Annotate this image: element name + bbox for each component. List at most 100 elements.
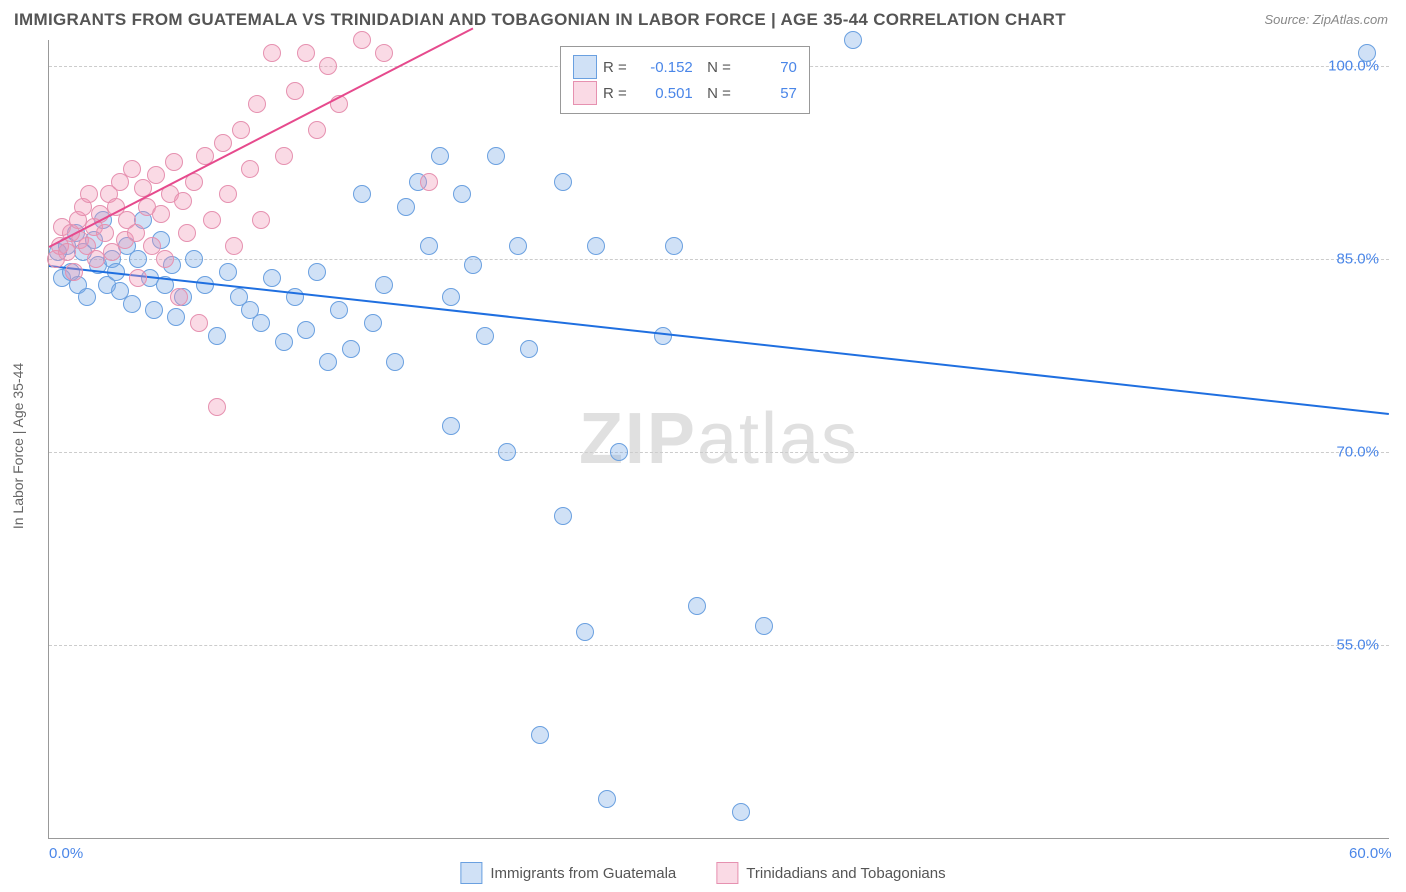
legend-swatch-icon	[573, 55, 597, 79]
scatter-point-blue	[610, 443, 628, 461]
scatter-point-blue	[297, 321, 315, 339]
scatter-point-blue	[420, 237, 438, 255]
scatter-point-blue	[167, 308, 185, 326]
scatter-point-pink	[286, 82, 304, 100]
scatter-point-pink	[225, 237, 243, 255]
scatter-point-blue	[330, 301, 348, 319]
series-legend-item: Trinidadians and Tobagonians	[716, 862, 945, 884]
scatter-point-pink	[80, 185, 98, 203]
scatter-point-pink	[165, 153, 183, 171]
scatter-point-blue	[319, 353, 337, 371]
scatter-point-pink	[203, 211, 221, 229]
scatter-point-pink	[178, 224, 196, 242]
chart-title: IMMIGRANTS FROM GUATEMALA VS TRINIDADIAN…	[14, 10, 1066, 30]
legend-r-label: R =	[603, 85, 627, 102]
watermark-text: ZIPatlas	[579, 398, 859, 480]
scatter-point-blue	[123, 295, 141, 313]
scatter-point-blue	[688, 597, 706, 615]
scatter-point-pink	[375, 44, 393, 62]
series-legend-label: Trinidadians and Tobagonians	[746, 865, 945, 882]
scatter-point-blue	[576, 623, 594, 641]
scatter-point-pink	[214, 134, 232, 152]
scatter-point-blue	[442, 288, 460, 306]
scatter-point-pink	[232, 121, 250, 139]
scatter-point-blue	[263, 269, 281, 287]
scatter-point-pink	[208, 398, 226, 416]
y-tick-label: 70.0%	[1336, 443, 1379, 460]
scatter-point-blue	[353, 185, 371, 203]
correlation-legend: R =-0.152 N =70R =0.501 N =57	[560, 46, 810, 114]
scatter-point-pink	[127, 224, 145, 242]
scatter-point-blue	[252, 314, 270, 332]
scatter-point-blue	[498, 443, 516, 461]
scatter-point-blue	[1358, 44, 1376, 62]
scatter-point-blue	[476, 327, 494, 345]
scatter-point-blue	[487, 147, 505, 165]
scatter-point-blue	[598, 790, 616, 808]
scatter-point-pink	[420, 173, 438, 191]
scatter-point-pink	[275, 147, 293, 165]
y-tick-label: 55.0%	[1336, 636, 1379, 653]
legend-n-value: 57	[741, 85, 797, 102]
legend-n-value: 70	[741, 59, 797, 76]
scatter-point-blue	[587, 237, 605, 255]
scatter-point-blue	[442, 417, 460, 435]
legend-swatch-icon	[716, 862, 738, 884]
gridline	[49, 259, 1389, 260]
legend-r-label: R =	[603, 59, 627, 76]
scatter-point-pink	[65, 263, 83, 281]
regression-line-blue	[49, 265, 1389, 415]
scatter-point-blue	[219, 263, 237, 281]
correlation-legend-row: R = 0.501 N = 57	[573, 81, 797, 105]
scatter-point-pink	[263, 44, 281, 62]
scatter-point-pink	[123, 160, 141, 178]
legend-r-value: 0.501	[637, 85, 693, 102]
legend-n-label: N =	[699, 85, 731, 102]
source-citation: Source: ZipAtlas.com	[1264, 12, 1388, 27]
scatter-point-pink	[170, 288, 188, 306]
scatter-point-pink	[156, 250, 174, 268]
plot-area: ZIPatlas 55.0%70.0%85.0%100.0%0.0%60.0%	[48, 40, 1389, 839]
scatter-point-pink	[319, 57, 337, 75]
scatter-point-blue	[755, 617, 773, 635]
legend-n-label: N =	[699, 59, 731, 76]
scatter-point-pink	[308, 121, 326, 139]
scatter-point-pink	[252, 211, 270, 229]
scatter-point-blue	[145, 301, 163, 319]
scatter-point-blue	[531, 726, 549, 744]
scatter-point-blue	[185, 250, 203, 268]
x-tick-label: 0.0%	[49, 845, 83, 862]
scatter-point-blue	[464, 256, 482, 274]
scatter-point-blue	[375, 276, 393, 294]
scatter-point-pink	[147, 166, 165, 184]
legend-swatch-icon	[573, 81, 597, 105]
correlation-legend-row: R =-0.152 N =70	[573, 55, 797, 79]
series-legend-label: Immigrants from Guatemala	[490, 865, 676, 882]
scatter-point-blue	[554, 173, 572, 191]
scatter-point-pink	[152, 205, 170, 223]
scatter-point-blue	[453, 185, 471, 203]
scatter-point-blue	[520, 340, 538, 358]
scatter-point-pink	[129, 269, 147, 287]
series-legend-item: Immigrants from Guatemala	[460, 862, 676, 884]
scatter-point-pink	[297, 44, 315, 62]
scatter-point-blue	[78, 288, 96, 306]
scatter-point-blue	[364, 314, 382, 332]
scatter-point-blue	[665, 237, 683, 255]
gridline	[49, 645, 1389, 646]
scatter-point-pink	[174, 192, 192, 210]
scatter-point-blue	[654, 327, 672, 345]
legend-swatch-icon	[460, 862, 482, 884]
scatter-point-blue	[308, 263, 326, 281]
scatter-point-blue	[397, 198, 415, 216]
scatter-point-pink	[241, 160, 259, 178]
chart-container: IMMIGRANTS FROM GUATEMALA VS TRINIDADIAN…	[0, 0, 1406, 892]
scatter-point-blue	[509, 237, 527, 255]
y-axis-title: In Labor Force | Age 35-44	[10, 363, 26, 529]
y-tick-label: 85.0%	[1336, 250, 1379, 267]
scatter-point-blue	[342, 340, 360, 358]
scatter-point-blue	[844, 31, 862, 49]
scatter-point-pink	[353, 31, 371, 49]
scatter-point-blue	[275, 333, 293, 351]
scatter-point-blue	[208, 327, 226, 345]
